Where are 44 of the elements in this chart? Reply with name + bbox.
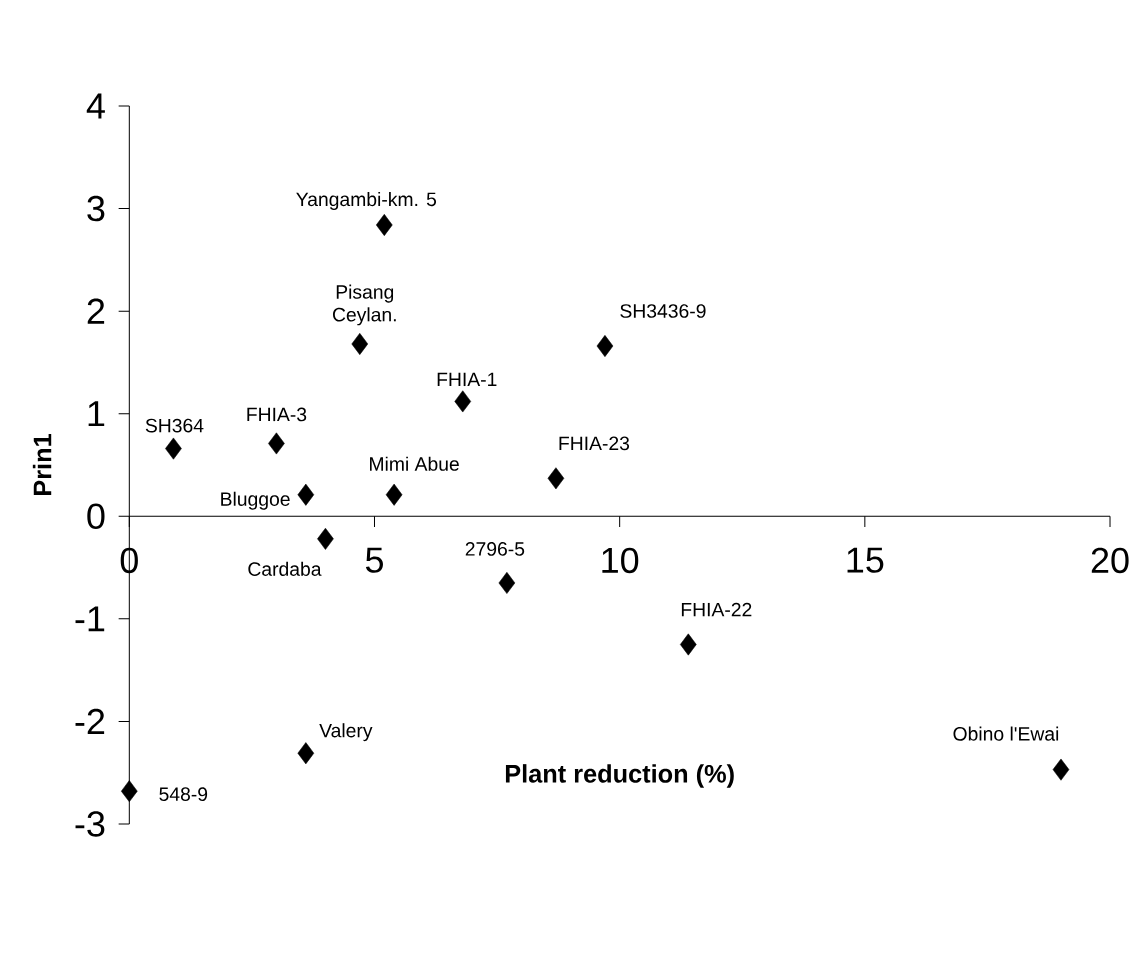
point [385, 483, 403, 506]
annotation: Cardaba [248, 561, 322, 576]
y-tick-label: 3 [87, 195, 105, 222]
annotation: 2796-5 [465, 542, 525, 556]
point [454, 390, 472, 413]
x-tick-label: 10 [602, 547, 639, 574]
annotation: SH364 [145, 418, 204, 433]
annotation: FHIA-1 [437, 372, 497, 387]
point [165, 437, 182, 460]
y-tick-label: 4 [86, 93, 105, 119]
point [317, 527, 334, 550]
point [297, 742, 315, 765]
point [498, 572, 516, 594]
annotation: FHIA-22 [681, 602, 752, 617]
y-tick-label: 0 [87, 503, 105, 530]
annotation: Obino l'Ewai [953, 726, 1059, 741]
y-tick-label: -2 [75, 708, 105, 734]
point [297, 483, 315, 506]
annotation: SH3436-9 [620, 304, 706, 318]
point [680, 633, 697, 656]
point [121, 780, 138, 803]
y-axis-title: Prin1 [32, 434, 52, 495]
y-tick-label: 1 [88, 401, 105, 427]
y-tick-label: 2 [87, 298, 105, 324]
x-tick-label: 15 [847, 547, 884, 573]
point [547, 467, 565, 490]
annotation: FHIA-3 [247, 407, 307, 422]
point [268, 432, 285, 455]
y-tick-label: -1 [75, 606, 105, 632]
y-tick-label: -3 [75, 811, 105, 837]
point [351, 333, 369, 355]
x-tick-label: 20 [1091, 547, 1129, 574]
point [596, 335, 614, 357]
annotation: FHIA-23 [559, 436, 630, 451]
annotation: Pisang Ceylan. [332, 284, 396, 326]
x-tick-label: 5 [365, 547, 383, 573]
annotation: Valery [319, 723, 373, 742]
annotation: Yangambi-km. 5 [296, 191, 437, 210]
point [376, 214, 393, 236]
annotation: Mimi Abue [370, 456, 459, 471]
annotation: 548-9 [159, 787, 208, 802]
x-axis-title: Plant reduction (%) [505, 764, 734, 788]
annotation: Bluggoe [221, 491, 290, 510]
point [1052, 758, 1070, 781]
